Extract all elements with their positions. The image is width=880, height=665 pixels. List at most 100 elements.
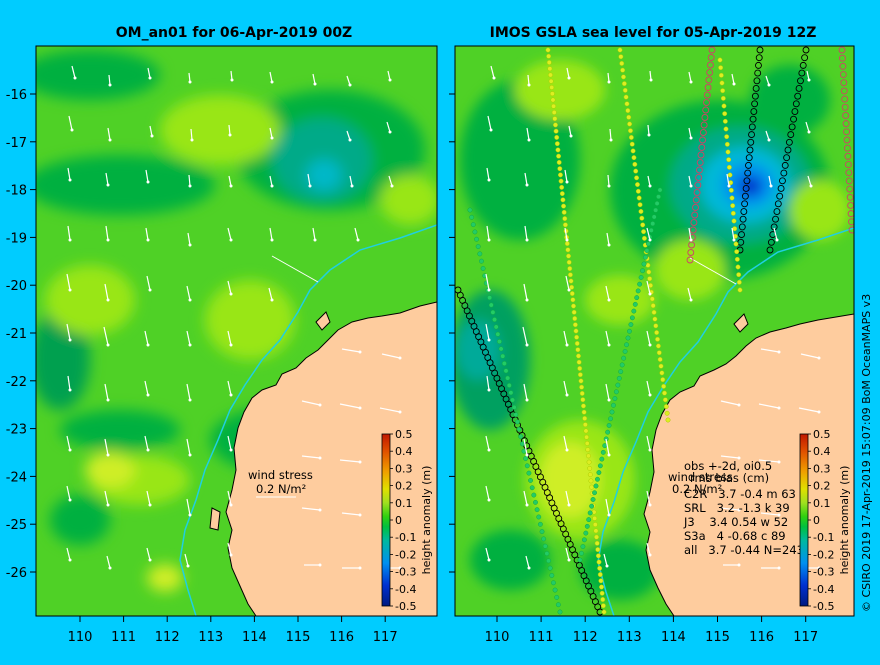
obs-point bbox=[561, 209, 567, 215]
right-wind-arrow bbox=[524, 225, 528, 241]
right-wind-arrow bbox=[523, 438, 528, 456]
obs-point bbox=[722, 118, 728, 124]
right-wind-arrow bbox=[568, 125, 572, 137]
obs-point bbox=[597, 572, 603, 577]
obs-point bbox=[802, 46, 810, 54]
obs-point bbox=[559, 191, 565, 197]
left-wind-arrow-tail bbox=[308, 184, 312, 188]
right-wind-arrow-tail bbox=[648, 238, 652, 242]
right-stats-row: all 3.7 -0.44 N=243 bbox=[684, 543, 804, 557]
left-colorbar-tick-label: 0.1 bbox=[395, 497, 413, 510]
obs-point bbox=[701, 114, 709, 121]
left-wind-arrow-tail bbox=[348, 138, 352, 142]
left-x-tick-label: 112 bbox=[155, 630, 180, 645]
obs-point bbox=[599, 456, 605, 462]
obs-point bbox=[632, 161, 638, 167]
obs-point bbox=[589, 503, 595, 509]
obs-point bbox=[606, 423, 612, 428]
obs-point bbox=[566, 253, 571, 259]
obs-point bbox=[584, 434, 590, 440]
right-wind-arrow-tail bbox=[689, 184, 693, 188]
left-wind-arrow bbox=[186, 285, 191, 301]
obs-point bbox=[600, 603, 606, 609]
obs-point bbox=[755, 54, 763, 62]
left-wind-arrow-tail bbox=[106, 298, 110, 302]
left-wind-arrow-tail bbox=[188, 343, 192, 347]
obs-point bbox=[585, 447, 591, 453]
left-wind-arrow-tail bbox=[68, 558, 72, 562]
right-wind-arrow bbox=[486, 375, 490, 391]
obs-point bbox=[523, 456, 529, 461]
obs-point bbox=[630, 148, 636, 154]
obs-point bbox=[738, 223, 746, 231]
right-wind-arrow-tail bbox=[567, 558, 571, 562]
obs-point bbox=[549, 85, 555, 90]
right-wind-arrow-tail bbox=[565, 238, 569, 242]
obs-point bbox=[597, 565, 603, 571]
obs-point bbox=[470, 222, 476, 228]
left-colorbar-tick-label: 0 bbox=[395, 514, 402, 527]
right-wind-arrow bbox=[720, 400, 740, 406]
obs-point bbox=[707, 54, 715, 61]
right-wind-arrow-tail bbox=[492, 76, 496, 80]
right-wind-arrow-tail bbox=[607, 398, 611, 402]
left-wind-arrow-tail bbox=[358, 566, 362, 570]
obs-point bbox=[573, 328, 579, 334]
obs-point bbox=[580, 397, 586, 403]
obs-point bbox=[579, 384, 585, 390]
right-wind-arrow bbox=[565, 275, 570, 291]
obs-point bbox=[635, 188, 641, 194]
left-wind-arrow-tail bbox=[108, 566, 112, 570]
obs-point bbox=[638, 275, 644, 280]
right-wind-arrow-tail bbox=[689, 298, 693, 302]
obs-point bbox=[501, 361, 507, 366]
left-wind-arrow-tail bbox=[348, 83, 352, 87]
right-wind-arrow bbox=[646, 280, 651, 295]
left-wind-arrow bbox=[339, 459, 361, 463]
right-wind-arrow-tail bbox=[809, 184, 813, 188]
right-wind-arrow bbox=[806, 70, 810, 81]
obs-point bbox=[617, 47, 623, 53]
right-wind-arrow-tail bbox=[569, 134, 573, 138]
obs-point bbox=[706, 69, 714, 76]
obs-point bbox=[551, 580, 556, 586]
right-wind-arrow-tail bbox=[487, 498, 491, 502]
right-wind-arrow-tail bbox=[817, 356, 821, 360]
left-wind-arrow bbox=[105, 172, 109, 186]
obs-point bbox=[622, 87, 628, 93]
obs-point bbox=[605, 429, 611, 435]
obs-point bbox=[766, 246, 774, 254]
right-stats-row: J3 3.4 0.54 w 52 bbox=[683, 515, 788, 529]
right-wind-arrow-tail bbox=[777, 350, 781, 354]
left-wind-arrow-tail bbox=[188, 453, 192, 457]
left-wind-arrow bbox=[103, 326, 109, 346]
obs-point bbox=[794, 92, 802, 100]
right-wind-arrow-tail bbox=[732, 238, 736, 242]
obs-point bbox=[797, 77, 804, 85]
left-wind-arrow-tail bbox=[68, 498, 72, 502]
left-wind-arrow bbox=[301, 455, 321, 459]
obs-point bbox=[844, 161, 852, 168]
right-wind-arrow-tail bbox=[648, 448, 652, 452]
obs-point bbox=[798, 69, 806, 77]
left-colorbar-label: height anomaly (m) bbox=[420, 466, 433, 575]
obs-point bbox=[546, 60, 552, 65]
obs-point bbox=[569, 284, 575, 290]
left-x-axis: 110 111 112 113 114 115 116 117 bbox=[68, 616, 398, 645]
obs-point bbox=[781, 161, 789, 169]
right-wind-arrow-tail bbox=[647, 133, 651, 137]
obs-point bbox=[839, 62, 847, 70]
obs-point bbox=[779, 177, 786, 185]
obs-point bbox=[629, 141, 635, 147]
left-wind-arrow bbox=[301, 507, 321, 511]
obs-point bbox=[752, 85, 760, 92]
right-wind-arrow bbox=[563, 380, 568, 396]
right-wind-arrow-tail bbox=[487, 288, 491, 292]
right-stats-row: SRL 3.2 -1.3 k 39 bbox=[684, 501, 790, 515]
obs-point bbox=[510, 397, 515, 403]
left-wind-arrow-tail bbox=[146, 393, 150, 397]
left-wind-arrow bbox=[104, 383, 109, 401]
obs-point bbox=[846, 185, 854, 193]
obs-point bbox=[740, 208, 748, 215]
left-x-tick-label: 113 bbox=[198, 630, 223, 645]
